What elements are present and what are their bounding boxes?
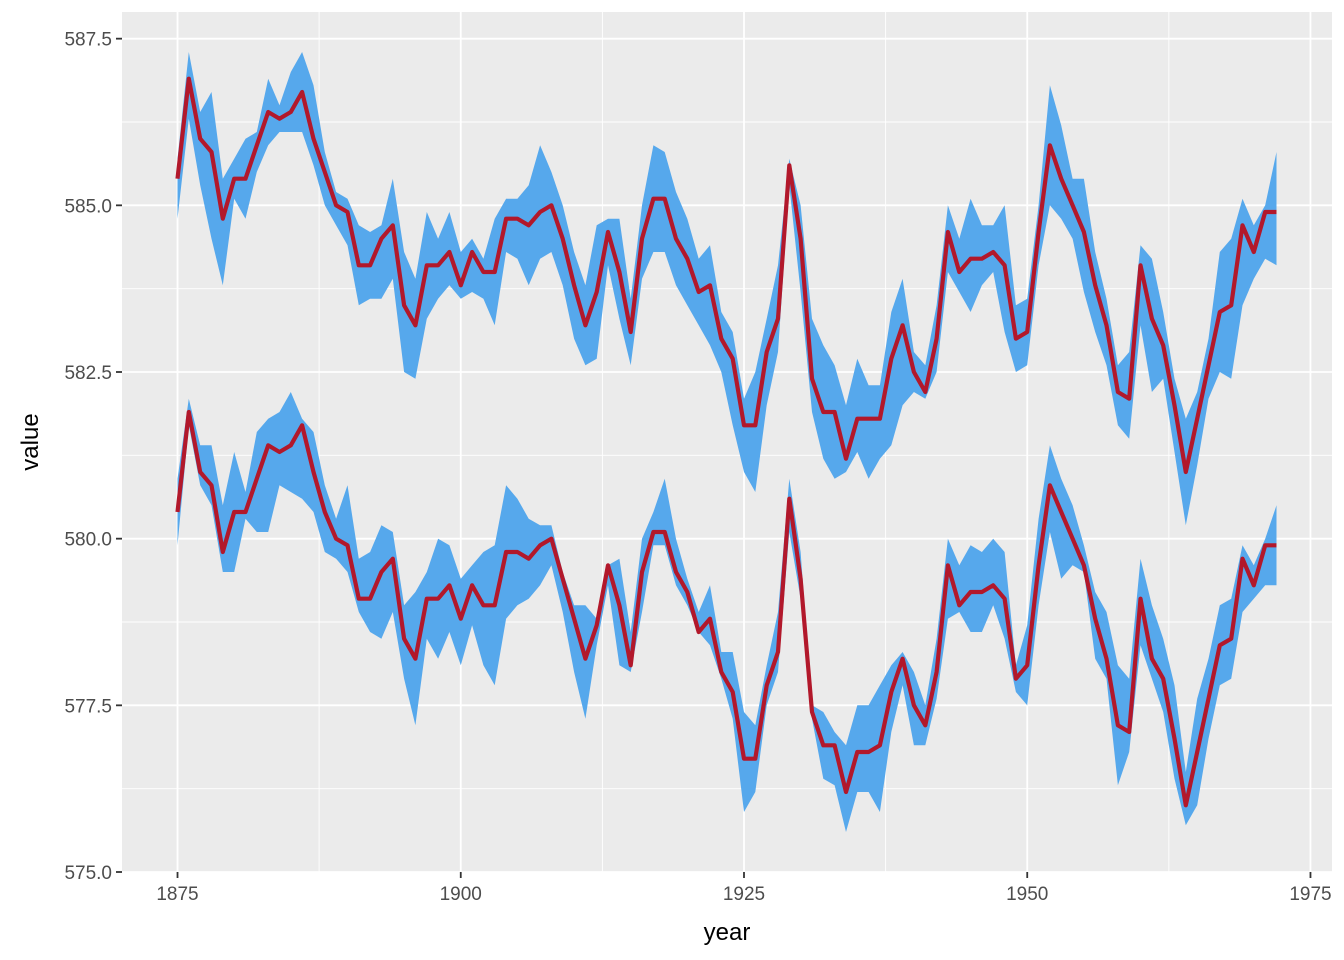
series-1-line <box>175 76 1277 475</box>
series-2-ribbon <box>177 392 1277 832</box>
ribbons <box>177 52 1277 832</box>
y-axis-title: value <box>17 413 44 470</box>
y-tick-label: 582.5 <box>64 363 112 384</box>
major-grid <box>122 12 1332 873</box>
x-tick-label: 1900 <box>440 884 482 905</box>
y-tick-label: 577.5 <box>64 696 112 717</box>
x-axis-title: year <box>704 919 751 946</box>
x-axis: 1875 1900 1925 1950 1975 <box>156 872 1332 905</box>
y-axis: 575.0 577.5 580.0 582.5 585.0 587.5 <box>64 30 122 884</box>
y-tick-label: 587.5 <box>64 30 112 51</box>
x-tick-label: 1925 <box>723 884 765 905</box>
x-tick-label: 1875 <box>156 884 198 905</box>
series-1-ribbon <box>177 52 1277 526</box>
x-tick-label: 1950 <box>1006 884 1048 905</box>
series-lines <box>175 76 1277 808</box>
series-2-line <box>175 409 1277 808</box>
y-tick-label: 580.0 <box>64 530 112 551</box>
y-tick-label: 585.0 <box>64 196 112 217</box>
x-tick-label: 1975 <box>1289 884 1331 905</box>
y-tick-label: 575.0 <box>64 863 112 884</box>
